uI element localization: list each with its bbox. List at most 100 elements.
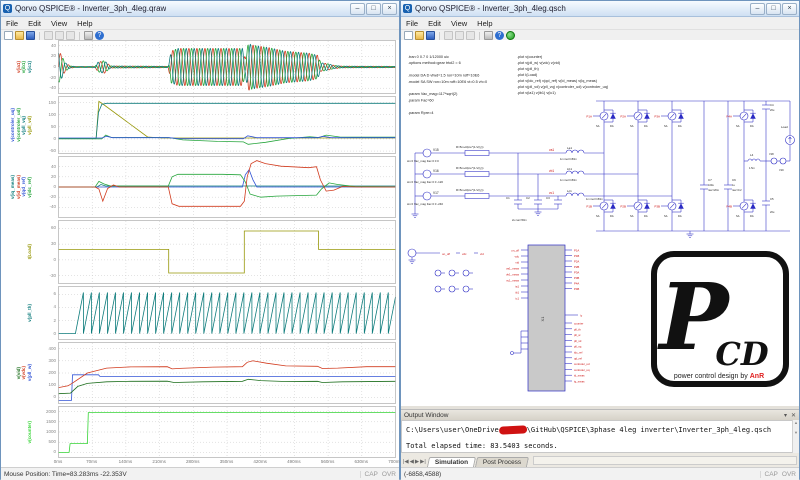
output-window-header[interactable]: Output Window ▾ ✕ bbox=[401, 409, 799, 420]
output-window-splitter[interactable] bbox=[401, 406, 799, 409]
horizontal-scrollbar[interactable] bbox=[533, 456, 797, 465]
vertical-scrollbar[interactable]: ▲ ▼ bbox=[792, 420, 799, 453]
tab-prev-icon[interactable]: ◀ bbox=[409, 459, 414, 465]
maximize-button[interactable] bbox=[366, 2, 381, 15]
svg-text:CD: CD bbox=[715, 335, 768, 373]
maximize-button[interactable] bbox=[766, 2, 781, 15]
waveform-pane-6[interactable] bbox=[58, 406, 396, 458]
close-output-icon[interactable]: ✕ bbox=[790, 412, 796, 419]
svg-text:on_off: on_off bbox=[511, 249, 519, 253]
svg-text:ic1: ic1 bbox=[515, 297, 519, 301]
svg-text:P4B: P4B bbox=[726, 205, 732, 209]
svg-text:pll_w: pll_w bbox=[574, 333, 581, 337]
save-icon[interactable] bbox=[426, 31, 435, 40]
redaction-scribble bbox=[498, 425, 528, 435]
svg-text:rser=0.2: rser=0.2 bbox=[732, 188, 742, 192]
menu-file[interactable]: File bbox=[406, 18, 419, 28]
print-icon[interactable] bbox=[484, 31, 493, 40]
new-file-icon[interactable] bbox=[4, 31, 13, 40]
cut-icon[interactable] bbox=[44, 31, 53, 40]
signal-label[interactable]: v(iq_meas) bbox=[10, 174, 16, 199]
run-simulation-icon[interactable] bbox=[506, 31, 515, 40]
waveform-pane-0[interactable] bbox=[58, 40, 396, 94]
tab-last-icon[interactable]: ▶| bbox=[420, 459, 426, 465]
menu-view[interactable]: View bbox=[51, 18, 68, 28]
menu-edit[interactable]: Edit bbox=[428, 18, 442, 28]
minimize-button[interactable] bbox=[350, 2, 365, 15]
waveform-pane-5[interactable] bbox=[58, 342, 396, 404]
copy-icon[interactable] bbox=[455, 31, 464, 40]
new-file-icon[interactable] bbox=[404, 31, 413, 40]
menu-file[interactable]: File bbox=[6, 18, 19, 28]
close-button[interactable] bbox=[382, 2, 397, 15]
x-tick-label: 210ms bbox=[152, 459, 166, 464]
svg-text:C3: C3 bbox=[546, 196, 550, 200]
svg-text:La1: La1 bbox=[567, 146, 572, 150]
open-file-icon[interactable] bbox=[15, 31, 24, 40]
svg-text:P2B: P2B bbox=[574, 265, 579, 269]
y-tick-label: 40 bbox=[50, 42, 56, 48]
svg-text:.model DA D vfwd=1.5 ron=10m r: .model DA D vfwd=1.5 ron=10m roff=10E6 bbox=[408, 74, 479, 78]
x-tick-label: 490ms bbox=[287, 459, 301, 464]
help-icon[interactable] bbox=[95, 31, 104, 40]
paste-icon[interactable] bbox=[466, 31, 475, 40]
x-tick-label: 700ms bbox=[388, 459, 402, 464]
cut-icon[interactable] bbox=[444, 31, 453, 40]
signal-label[interactable]: v(vdc) bbox=[21, 366, 27, 380]
y-tick-label: 0 bbox=[53, 184, 56, 189]
svg-text:.model SA SW ron=10m roff=10E6: .model SA SW ron=10m roff=10E6 vt=0.5 vh… bbox=[408, 80, 487, 84]
paste-icon[interactable] bbox=[66, 31, 75, 40]
dock-icon[interactable]: ▾ bbox=[783, 412, 787, 419]
menu-edit[interactable]: Edit bbox=[28, 18, 42, 28]
waveform-plot-area[interactable]: v(ia1) v(ib1) v(ic1) 40 20 0 -20 -40 v(controler… bbox=[1, 40, 402, 467]
svg-text:ia1: ia1 bbox=[515, 285, 519, 289]
title-bar[interactable]: Q Qorvo QSPICE® - Inverter_3ph_4leg.qsch bbox=[401, 1, 799, 17]
svg-text:pll_th: pll_th bbox=[574, 327, 581, 331]
close-button[interactable] bbox=[782, 2, 797, 15]
svg-text:1.5m: 1.5m bbox=[749, 166, 755, 170]
toolbar-divider bbox=[39, 31, 40, 40]
tab-next-icon[interactable]: ▶ bbox=[414, 459, 420, 465]
y-tick-label: 300 bbox=[48, 357, 56, 363]
menu-help[interactable]: Help bbox=[77, 18, 93, 28]
menu-view[interactable]: View bbox=[451, 18, 468, 28]
schematic-canvas[interactable]: .tran 0 0.7 0 1/12000 uic .options method… bbox=[401, 40, 799, 406]
save-icon[interactable] bbox=[26, 31, 35, 40]
svg-text:vc1: vc1 bbox=[549, 191, 554, 195]
window-title: Qorvo QSPICE® - Inverter_3ph_4leg.qsch bbox=[415, 4, 566, 13]
toolbar bbox=[1, 30, 399, 42]
y-tick-label: -20 bbox=[49, 74, 56, 80]
svg-text:1m rser=150m: 1m rser=150m bbox=[560, 157, 577, 161]
y-tick-label: 0 bbox=[53, 449, 56, 455]
tab-first-icon[interactable]: |◀ bbox=[403, 459, 409, 465]
svg-text:20u: 20u bbox=[770, 108, 775, 112]
svg-text:SA: SA bbox=[596, 214, 600, 218]
signal-label[interactable]: v(qd_ref) bbox=[21, 177, 27, 197]
y-tick-label: 400 bbox=[48, 345, 56, 351]
tab-simulation[interactable]: Simulation bbox=[426, 457, 477, 467]
waveform-pane-1[interactable] bbox=[58, 96, 396, 154]
minimize-button[interactable] bbox=[750, 2, 765, 15]
svg-text:.plot v(idc_ref) v(qd_ref) v(i: .plot v(idc_ref) v(qd_ref) v(id_meas) v(… bbox=[517, 79, 598, 83]
title-bar[interactable]: Q Qorvo QSPICE® - Inverter_3ph_4leg.qraw bbox=[1, 1, 399, 17]
svg-text:vdc: vdc bbox=[515, 255, 520, 259]
waveform-pane-3[interactable] bbox=[58, 220, 396, 284]
tab-post-process[interactable]: Post Process bbox=[474, 457, 530, 467]
time-axis: 0ms 70ms 140ms 210ms 280ms 350ms 420ms 490ms 560… bbox=[1, 458, 402, 466]
open-file-icon[interactable] bbox=[415, 31, 424, 40]
y-tick-label: 6 bbox=[53, 291, 56, 297]
output-console[interactable]: C:\Users\user\OneDrive \GitHub\QSPICE\3ph… bbox=[401, 420, 799, 453]
copy-icon[interactable] bbox=[55, 31, 64, 40]
menu-help[interactable]: Help bbox=[477, 18, 493, 28]
waveform-pane-4[interactable] bbox=[58, 286, 396, 340]
signal-label[interactable]: v(pll_vq) bbox=[21, 115, 27, 135]
print-icon[interactable] bbox=[84, 31, 93, 40]
waveform-pane-2[interactable] bbox=[58, 156, 396, 218]
help-icon[interactable] bbox=[495, 31, 504, 40]
signal-label[interactable]: v(ib1) bbox=[21, 60, 27, 74]
svg-text:P4A: P4A bbox=[574, 282, 579, 286]
svg-text:P3B: P3B bbox=[574, 276, 579, 280]
signal-label[interactable]: v(controler_uq) bbox=[10, 108, 16, 142]
app-icon: Q bbox=[3, 4, 12, 13]
svg-text:.plot v(pll_w) v(vdc) v(vid): .plot v(pll_w) v(vdc) v(vid) bbox=[517, 61, 561, 65]
